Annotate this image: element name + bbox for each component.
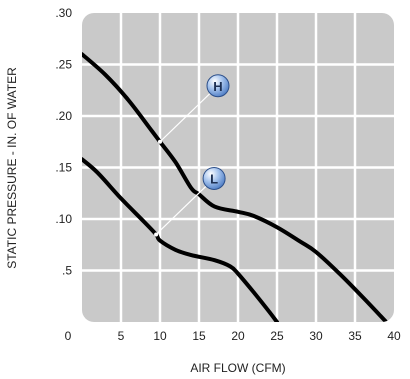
y-tick-labels: .5 .10 .15 .20 .25 .30 xyxy=(55,6,72,278)
annotations: HL xyxy=(154,74,230,237)
x-tick-label-10: 10 xyxy=(153,329,167,343)
curves xyxy=(82,52,389,322)
leader-line-l xyxy=(155,178,215,235)
y-axis-label: STATIC PRESSURE - IN. OF WATER xyxy=(5,67,19,269)
y-tick-label-.5: .5 xyxy=(62,264,72,278)
x-tick-label-20: 20 xyxy=(231,329,245,343)
y-tick-label-.20: .20 xyxy=(55,109,72,123)
x-tick-label-40: 40 xyxy=(387,329,401,343)
y-tick-label-.25: .25 xyxy=(55,58,72,72)
badge-l-icon xyxy=(202,166,226,190)
curve-l xyxy=(82,157,279,322)
y-tick-label-.30: .30 xyxy=(55,6,72,20)
badge-h-icon xyxy=(206,74,230,98)
x-tick-label-35: 35 xyxy=(348,329,362,343)
y-tick-label-.10: .10 xyxy=(55,212,72,226)
x-tick-label-5: 5 xyxy=(118,329,125,343)
x-tick-labels: 0 5 10 15 20 25 30 35 40 xyxy=(65,329,401,343)
y-tick-label-.15: .15 xyxy=(55,161,72,175)
x-tick-label-30: 30 xyxy=(309,329,323,343)
x-tick-label-0: 0 xyxy=(65,329,72,343)
badge-label-l: L xyxy=(210,171,218,186)
marker-l xyxy=(154,232,159,237)
badge-label-h: H xyxy=(213,79,222,94)
leader-line-h xyxy=(159,85,219,143)
curve-h xyxy=(82,52,389,322)
x-tick-label-25: 25 xyxy=(270,329,284,343)
marker-h xyxy=(158,139,162,144)
x-tick-label-15: 15 xyxy=(192,329,206,343)
grid-lines xyxy=(82,13,394,322)
x-axis-label: AIR FLOW (CFM) xyxy=(190,361,285,375)
